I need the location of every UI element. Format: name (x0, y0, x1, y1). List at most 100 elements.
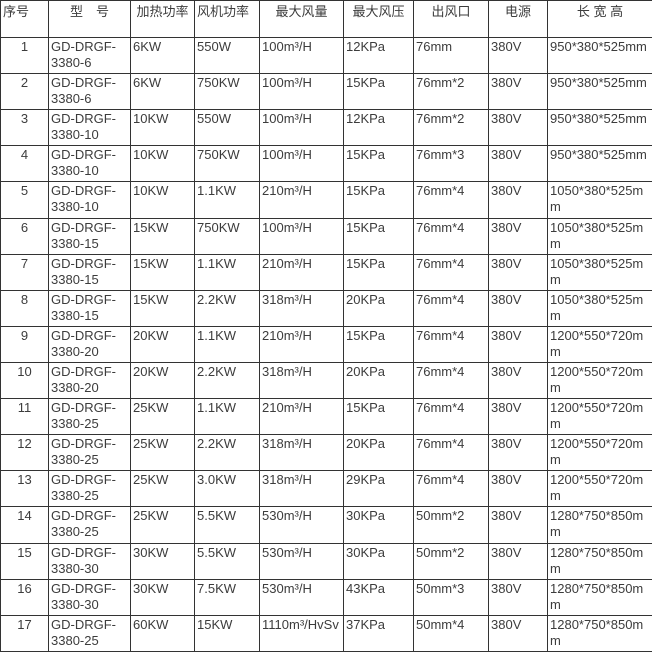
cell-power-supply: 380V (488, 36, 548, 75)
cell-serial: 11 (0, 398, 49, 436)
cell-max-air-volume: 318m³/H (259, 361, 344, 400)
cell-serial: 2 (0, 73, 49, 111)
cell-max-air-pressure: 15KPa (343, 253, 414, 291)
cell-model: GD-DRGF-3380-6 (48, 36, 131, 75)
cell-heating-power: 25KW (130, 398, 195, 436)
cell-dimensions: 1200*550*720mm (547, 434, 652, 472)
cell-air-outlet: 76mm*4 (413, 289, 489, 327)
column-header-heating-power: 加热功率 (130, 0, 195, 38)
cell-serial: 15 (0, 542, 49, 580)
cell-serial: 14 (0, 506, 49, 544)
cell-model: GD-DRGF-3380-10 (48, 145, 131, 183)
cell-max-air-volume: 210m³/H (259, 253, 344, 291)
cell-heating-power: 15KW (130, 253, 195, 291)
cell-fan-power: 550W (194, 109, 260, 147)
cell-max-air-pressure: 30KPa (343, 542, 414, 580)
cell-max-air-volume: 318m³/H (259, 470, 344, 508)
cell-heating-power: 20KW (130, 361, 195, 400)
cell-max-air-volume: 100m³/H (259, 109, 344, 147)
cell-air-outlet: 50mm*4 (413, 614, 489, 652)
column-header-max-air-volume: 最大风量 (259, 0, 344, 38)
cell-max-air-pressure: 12KPa (343, 36, 414, 75)
cell-heating-power: 25KW (130, 434, 195, 472)
cell-model: GD-DRGF-3380-25 (48, 398, 131, 436)
cell-power-supply: 380V (488, 506, 548, 544)
table-row: 8 GD-DRGF-3380-15 15KW 2.2KW 318m³/H 20KPa 76m… (0, 289, 652, 327)
cell-air-outlet: 76mm*4 (413, 181, 489, 219)
cell-heating-power: 25KW (130, 506, 195, 544)
table-body: 1 GD-DRGF-3380-6 6KW 550W 100m³/H 12KPa 76mm 38… (0, 36, 652, 652)
cell-heating-power: 15KW (130, 217, 195, 255)
cell-power-supply: 380V (488, 614, 548, 652)
cell-max-air-pressure: 15KPa (343, 325, 414, 363)
cell-power-supply: 380V (488, 470, 548, 508)
cell-max-air-pressure: 20KPa (343, 289, 414, 327)
cell-max-air-pressure: 15KPa (343, 398, 414, 436)
cell-air-outlet: 76mm*4 (413, 398, 489, 436)
cell-model: GD-DRGF-3380-25 (48, 434, 131, 472)
cell-fan-power: 2.2KW (194, 289, 260, 327)
cell-max-air-volume: 100m³/H (259, 145, 344, 183)
cell-model: GD-DRGF-3380-6 (48, 73, 131, 111)
cell-power-supply: 380V (488, 109, 548, 147)
table-row: 6 GD-DRGF-3380-15 15KW 750KW 100m³/H 15KPa 76m… (0, 217, 652, 255)
column-header-power-supply: 电源 (488, 0, 548, 38)
cell-fan-power: 2.2KW (194, 361, 260, 400)
cell-max-air-volume: 530m³/H (259, 506, 344, 544)
table-row: 9 GD-DRGF-3380-20 20KW 1.1KW 210m³/H 15KPa 76m… (0, 325, 652, 363)
cell-air-outlet: 76mm*4 (413, 217, 489, 255)
cell-fan-power: 5.5KW (194, 506, 260, 544)
cell-fan-power: 1.1KW (194, 325, 260, 363)
cell-dimensions: 1280*750*850mm (547, 614, 652, 652)
cell-power-supply: 380V (488, 253, 548, 291)
cell-serial: 8 (0, 289, 49, 327)
cell-model: GD-DRGF-3380-20 (48, 361, 131, 400)
cell-power-supply: 380V (488, 542, 548, 580)
cell-fan-power: 15KW (194, 614, 260, 652)
cell-fan-power: 1.1KW (194, 181, 260, 219)
cell-serial: 7 (0, 253, 49, 291)
cell-dimensions: 1200*550*720mm (547, 470, 652, 508)
cell-max-air-volume: 318m³/H (259, 434, 344, 472)
cell-serial: 17 (0, 614, 49, 652)
cell-heating-power: 6KW (130, 36, 195, 75)
cell-model: GD-DRGF-3380-15 (48, 289, 131, 327)
cell-power-supply: 380V (488, 325, 548, 363)
cell-heating-power: 10KW (130, 181, 195, 219)
cell-fan-power: 550W (194, 36, 260, 75)
cell-power-supply: 380V (488, 434, 548, 472)
cell-power-supply: 380V (488, 578, 548, 616)
cell-heating-power: 15KW (130, 289, 195, 327)
cell-model: GD-DRGF-3380-30 (48, 578, 131, 616)
table-row: 14 GD-DRGF-3380-25 25KW 5.5KW 530m³/H 30KPa 50… (0, 506, 652, 544)
cell-max-air-pressure: 15KPa (343, 181, 414, 219)
cell-max-air-volume: 530m³/H (259, 578, 344, 616)
cell-serial: 13 (0, 470, 49, 508)
table-row: 1 GD-DRGF-3380-6 6KW 550W 100m³/H 12KPa 76mm 38… (0, 36, 652, 75)
cell-dimensions: 1280*750*850mm (547, 506, 652, 544)
cell-dimensions: 1280*750*850mm (547, 578, 652, 616)
cell-dimensions: 950*380*525mm (547, 36, 652, 75)
cell-serial: 6 (0, 217, 49, 255)
table-row: 12 GD-DRGF-3380-25 25KW 2.2KW 318m³/H 20KPa 76… (0, 434, 652, 472)
cell-model: GD-DRGF-3380-15 (48, 217, 131, 255)
table-row: 11 GD-DRGF-3380-25 25KW 1.1KW 210m³/H 15KPa 76… (0, 398, 652, 436)
cell-serial: 12 (0, 434, 49, 472)
table-row: 13 GD-DRGF-3380-25 25KW 3.0KW 318m³/H 29KPa 76… (0, 470, 652, 508)
cell-max-air-pressure: 20KPa (343, 434, 414, 472)
cell-power-supply: 380V (488, 145, 548, 183)
cell-heating-power: 30KW (130, 542, 195, 580)
cell-dimensions: 950*380*525mm (547, 145, 652, 183)
cell-serial: 9 (0, 325, 49, 363)
cell-dimensions: 1200*550*720mm (547, 361, 652, 400)
cell-dimensions: 1050*380*525mm (547, 181, 652, 219)
table-row: 5 GD-DRGF-3380-10 10KW 1.1KW 210m³/H 15KPa 76m… (0, 181, 652, 219)
cell-dimensions: 950*380*525mm (547, 109, 652, 147)
cell-air-outlet: 76mm*4 (413, 434, 489, 472)
cell-fan-power: 750KW (194, 217, 260, 255)
cell-fan-power: 5.5KW (194, 542, 260, 580)
column-header-model: 型 号 (48, 0, 131, 38)
column-header-dimensions: 长 宽 高 (547, 0, 652, 38)
cell-max-air-volume: 1110m³/HvSv (259, 614, 344, 652)
